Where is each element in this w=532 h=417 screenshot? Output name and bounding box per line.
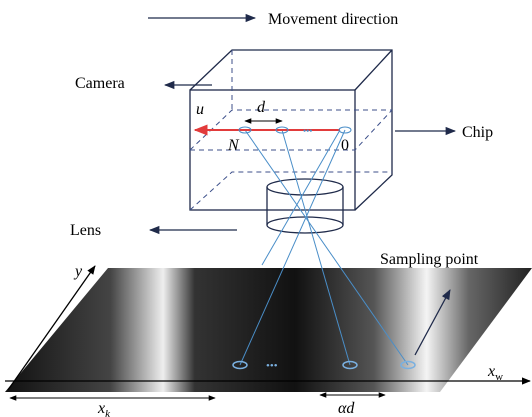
chip-dots: ••• <box>303 126 312 136</box>
lens-label: Lens <box>70 222 101 239</box>
zero-label: 0 <box>341 137 349 154</box>
xw-label: xw <box>487 363 503 383</box>
sample <box>232 360 248 370</box>
sample <box>400 360 416 370</box>
y-label: y <box>73 263 83 280</box>
camera-box-back <box>189 49 393 211</box>
xk-label: xk <box>97 400 111 417</box>
camera-label: Camera <box>75 75 125 92</box>
ad-label: αd <box>338 400 355 417</box>
rays <box>239 129 409 366</box>
pixel <box>275 126 289 134</box>
xw-base: x <box>487 363 495 380</box>
chip-dashes <box>189 50 393 211</box>
xk-sub: k <box>105 408 111 417</box>
lens-top <box>266 178 344 196</box>
pixel <box>238 126 252 134</box>
pixel <box>338 126 352 134</box>
sampling-label: Sampling point <box>380 251 479 268</box>
u-label: u <box>196 101 204 118</box>
sampling-arrow <box>414 289 451 356</box>
n-label: N <box>227 137 240 154</box>
xk-base: x <box>97 400 105 417</box>
ground-dots: ••• <box>266 360 278 372</box>
y-axis <box>7 265 96 391</box>
d-label: d <box>257 99 266 116</box>
lens-sides <box>266 187 344 225</box>
chip-label: Chip <box>462 124 493 141</box>
xw-sub: w <box>495 371 503 383</box>
movement-label: Movement direction <box>268 11 398 28</box>
ground-plane <box>5 268 532 392</box>
sample <box>342 360 358 370</box>
